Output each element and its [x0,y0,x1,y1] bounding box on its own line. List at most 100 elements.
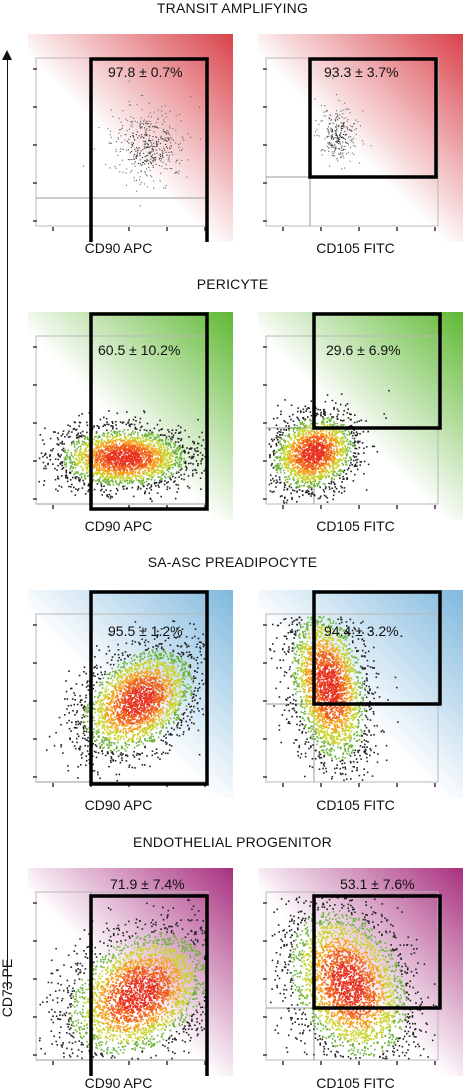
scatter-point [136,454,139,456]
scatter-point [82,468,84,470]
scatter-point [354,447,356,450]
scatter-point [113,455,115,457]
scatter-point [130,116,132,118]
scatter-point [130,460,133,463]
scatter-point [307,472,309,475]
scatter-point [324,413,326,415]
scatter-point [309,439,312,442]
scatter-point [113,458,116,461]
scatter-point [371,445,374,448]
scatter-point [98,446,101,449]
scatter-point [285,481,288,483]
scatter-point [105,476,107,479]
scatter-point [154,457,156,460]
scatter-point [147,457,150,459]
scatter-point [138,445,141,447]
scatter-point [298,427,301,430]
scatter-point [144,156,146,158]
scatter-point [279,467,281,470]
scatter-point [137,137,139,139]
scatter-point [150,485,153,488]
scatter-point [302,473,305,475]
scatter-point [344,404,347,407]
scatter-point [283,488,285,491]
scatter-point [95,480,97,482]
scatter-point [359,125,361,127]
scatter-point [328,419,330,422]
scatter-point [285,501,288,504]
scatter-point [301,423,303,425]
scatter-point [329,413,332,416]
scatter-point [149,120,151,122]
scatter-point [150,479,153,481]
scatter-point [136,488,139,491]
section-title-endothelial-progenitor: ENDOTHELIAL PROGENITOR [133,834,332,850]
scatter-point [311,462,313,465]
scatter-point [346,127,348,129]
scatter-point [337,140,339,142]
scatter-point [332,489,335,492]
scatter-point [166,154,168,156]
scatter-point [359,433,361,435]
scatter-point [325,447,328,450]
scatter-point [111,449,113,451]
scatter-point [307,471,310,474]
scatter-point [309,441,311,444]
scatter-point [140,460,143,462]
scatter-point [302,494,304,496]
scatter-point [121,127,123,129]
scatter-point [168,138,170,140]
scatter-point [150,123,152,125]
scatter-point [148,483,150,485]
scatter-point [319,476,322,479]
scatter-point [100,467,103,469]
scatter-point [99,418,102,421]
scatter-point [307,416,309,418]
scatter-point [140,439,142,441]
scatter-point [160,454,162,456]
scatter-point [111,434,114,437]
scatter-point [123,447,126,449]
scatter-point [167,460,169,462]
scatter-point [300,477,303,479]
scatter-point [169,477,172,480]
scatter-point [85,447,87,449]
scatter-point [117,456,119,459]
scatter-point [333,453,335,455]
scatter-point [196,447,199,449]
scatter-point [270,438,273,441]
scatter-point [150,162,152,164]
scatter-point [275,434,278,437]
scatter-point [322,469,325,472]
scatter-point [137,151,139,153]
scatter-point [179,465,181,467]
scatter-point [67,436,70,438]
scatter-point [125,438,127,440]
scatter-point [167,462,170,464]
scatter-point [300,411,302,414]
scatter-point [283,449,285,451]
scatter-point [353,442,355,444]
scatter-point [149,151,151,153]
scatter-point [153,483,156,485]
scatter-point [79,445,82,447]
scatter-point [57,438,60,441]
scatter-point [269,455,271,457]
scatter-point [164,449,167,452]
scatter-point [310,414,313,417]
scatter-point [146,158,148,160]
scatter-point [138,481,140,483]
scatter-point [301,479,304,481]
scatter-point [127,149,129,151]
scatter-point [274,452,277,454]
scatter-point [151,465,154,468]
scatter-point [153,458,156,461]
y-tick-mark [33,460,37,462]
scatter-point [276,465,278,467]
scatter-point [135,437,137,439]
scatter-point [100,450,103,452]
scatter-point [135,479,138,481]
scatter-point [319,430,321,432]
scatter-point [290,472,293,475]
scatter-point [293,448,295,450]
